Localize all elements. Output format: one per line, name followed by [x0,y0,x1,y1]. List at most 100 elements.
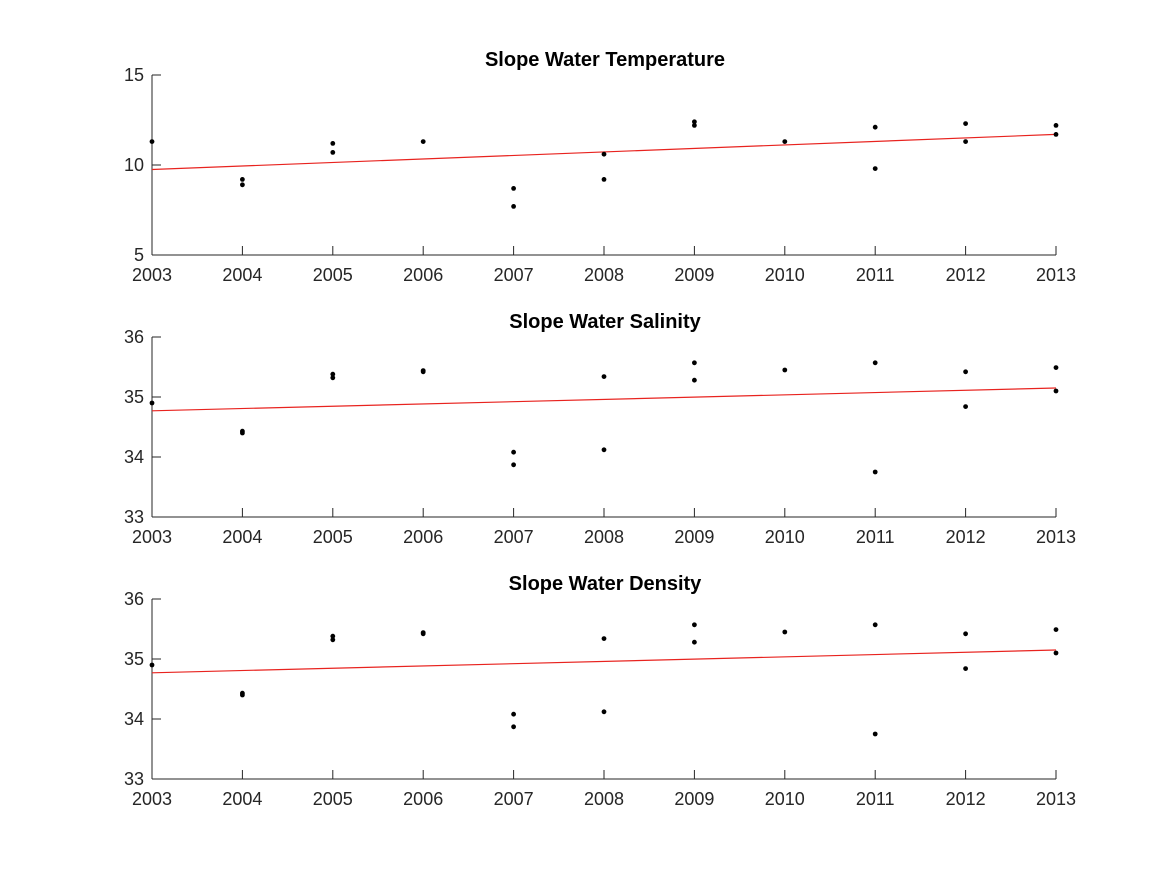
data-point [1053,365,1059,370]
data-point [963,121,968,126]
data-point [601,151,607,157]
chart-panel-1: Slope Water Temperature 5 10 15 2003 2004 2005… [124,49,1076,285]
data-point [963,631,968,637]
x-tick-label: 2010 [765,265,805,285]
x-tick-label: 2009 [674,265,714,285]
data-point [240,182,245,188]
x-tick-label: 2005 [313,527,353,547]
data-point [1053,123,1059,128]
y-tick-label: 36 [124,327,144,347]
x-tick-label: 2009 [674,527,714,547]
data-point [330,150,336,155]
data-point [240,177,245,182]
x-tick-label: 2011 [856,527,895,547]
data-point [149,400,155,406]
data-point [601,709,607,715]
x-tick-label: 2004 [222,527,262,547]
x-tick-label: 2013 [1036,265,1076,285]
data-point [872,166,878,172]
data-point [601,636,607,641]
data-point [420,139,426,145]
data-point [1053,627,1059,632]
x-tick-label: 2013 [1036,527,1076,547]
x-tick-label: 2007 [494,265,534,285]
data-point [601,374,607,379]
data-point [872,731,878,737]
data-point [692,123,697,128]
data-point [692,639,697,645]
x-tick-label: 2008 [584,265,624,285]
data-point [511,449,516,455]
data-point [963,666,968,671]
y-tick-label: 35 [124,649,144,669]
y-tick-label: 10 [124,155,144,175]
data-point [420,631,426,637]
data-point [240,692,245,698]
data-point [692,119,697,125]
data-point [963,369,968,375]
x-tick-label: 2011 [856,789,895,809]
data-point [692,377,697,383]
y-tick-label: 36 [124,589,144,609]
chart-title: Slope Water Temperature [485,49,725,71]
x-tick-label: 2004 [222,789,262,809]
data-point [692,360,697,366]
y-tick-label: 34 [124,447,144,467]
data-point [330,141,336,146]
data-point [149,139,155,145]
data-point [782,367,788,373]
x-tick-label: 2007 [494,789,534,809]
x-tick-label: 2009 [674,789,714,809]
data-point [1053,132,1059,137]
x-tick-label: 2012 [946,527,986,547]
data-point [963,139,968,145]
chart-title: Slope Water Density [509,573,703,595]
trend-line [151,387,1057,412]
x-tick-label: 2008 [584,789,624,809]
data-point [330,371,336,377]
x-tick-label: 2007 [494,527,534,547]
y-tick-label: 34 [124,709,144,729]
x-tick-label: 2006 [403,527,443,547]
chart-panel-3: Slope Water Density 33 34 35 36 2003 2004 2005 2… [124,573,1076,809]
x-tick-label: 2008 [584,527,624,547]
chart-panel-2: Slope Water Salinity 33 34 35 36 2003 2004 2005… [124,311,1076,547]
data-point [149,662,155,668]
data-point [330,375,336,381]
data-point [782,629,788,635]
data-point [511,462,516,468]
x-tick-label: 2006 [403,265,443,285]
x-tick-label: 2003 [132,527,172,547]
data-point [511,724,516,730]
chart-title: Slope Water Salinity [509,311,701,333]
x-tick-label: 2004 [222,265,262,285]
data-point [872,360,878,366]
data-point [963,404,968,409]
x-tick-label: 2003 [132,789,172,809]
x-tick-label: 2010 [765,789,805,809]
y-tick-label: 35 [124,387,144,407]
data-point [330,637,336,643]
trend-line [151,649,1057,674]
y-tick-label: 33 [124,769,144,789]
data-point [601,177,607,182]
x-tick-label: 2005 [313,265,353,285]
data-point [330,633,336,639]
x-tick-label: 2006 [403,789,443,809]
data-point [872,622,878,628]
x-tick-label: 2012 [946,265,986,285]
data-point [511,204,516,209]
data-point [872,469,878,475]
x-tick-label: 2012 [946,789,986,809]
x-tick-label: 2003 [132,265,172,285]
data-point [692,622,697,628]
data-point [240,430,245,436]
data-point [511,186,516,191]
data-point [1053,388,1059,394]
data-point [601,447,607,453]
y-tick-label: 33 [124,507,144,527]
data-point [511,711,516,717]
data-point [872,124,878,130]
x-tick-label: 2005 [313,789,353,809]
